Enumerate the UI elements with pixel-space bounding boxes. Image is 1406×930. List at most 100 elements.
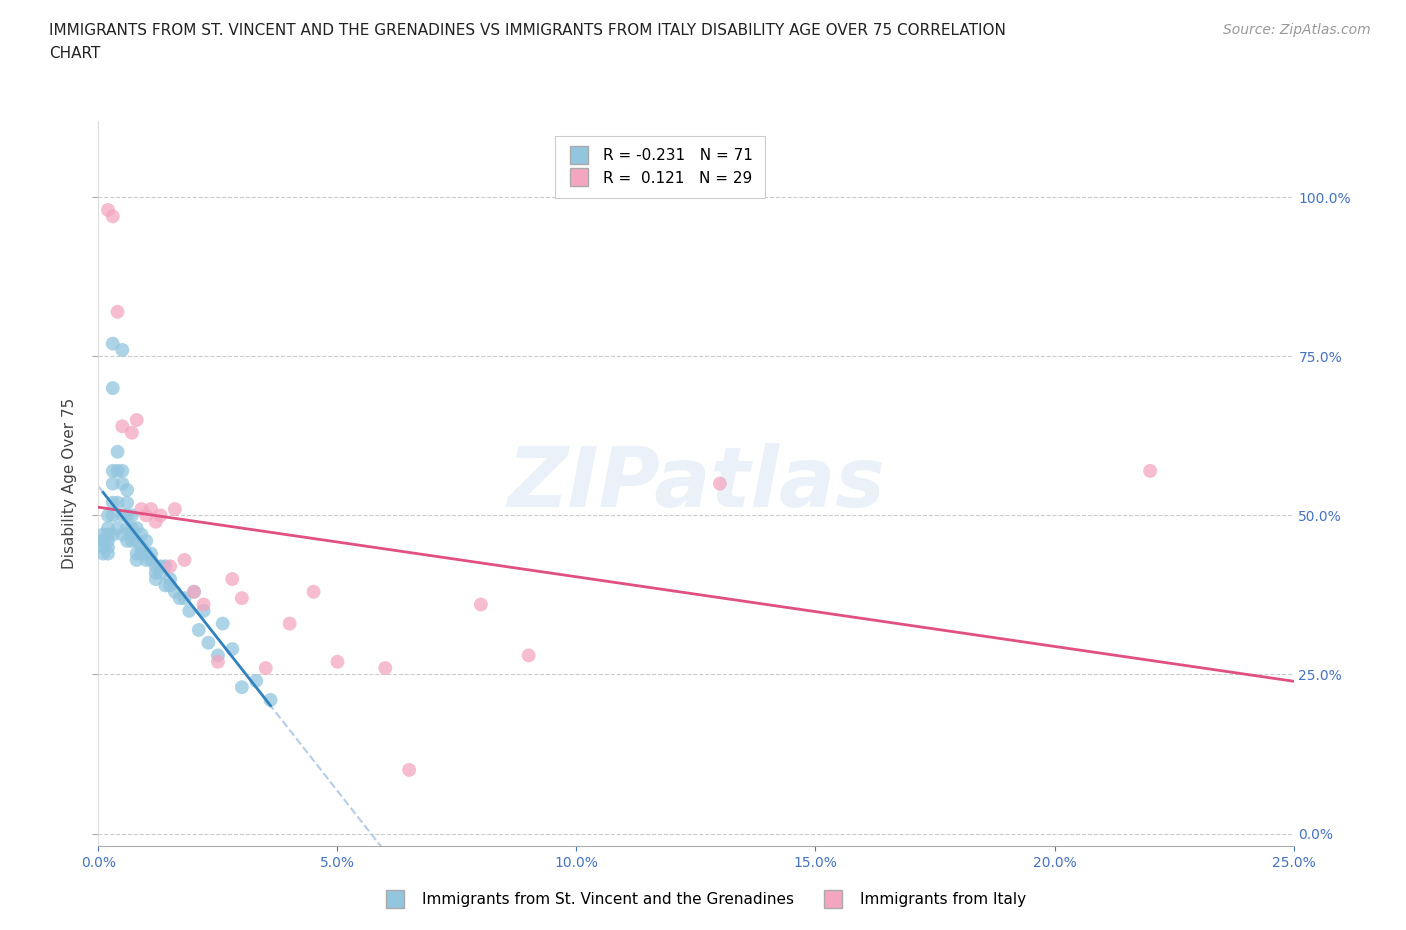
Point	[91, 539, 114, 554]
Point	[97, 203, 120, 218]
Point	[131, 527, 153, 542]
Point	[111, 342, 134, 357]
Text: CHART: CHART	[49, 46, 101, 61]
Point	[278, 617, 301, 631]
Point	[231, 680, 253, 695]
Point	[159, 559, 181, 574]
Text: Source: ZipAtlas.com: Source: ZipAtlas.com	[1223, 23, 1371, 37]
Point	[125, 552, 148, 567]
Point	[183, 584, 205, 599]
Point	[211, 617, 233, 631]
Legend: Immigrants from St. Vincent and the Grenadines, Immigrants from Italy: Immigrants from St. Vincent and the Gren…	[374, 886, 1032, 913]
Point	[121, 425, 143, 440]
Point	[111, 527, 134, 542]
Point	[131, 501, 153, 516]
Point	[111, 418, 134, 433]
Point	[121, 534, 143, 549]
Point	[97, 508, 120, 523]
Point	[163, 584, 186, 599]
Point	[101, 336, 124, 351]
Point	[111, 476, 134, 491]
Point	[179, 604, 201, 618]
Point	[135, 546, 157, 561]
Point	[173, 591, 195, 605]
Point	[101, 463, 124, 478]
Y-axis label: Disability Age Over 75: Disability Age Over 75	[62, 398, 77, 569]
Point	[135, 552, 157, 567]
Point	[115, 521, 138, 536]
Point	[231, 591, 253, 605]
Point	[111, 508, 134, 523]
Point	[259, 693, 281, 708]
Point	[173, 552, 195, 567]
Point	[115, 534, 138, 549]
Point	[159, 578, 181, 592]
Point	[91, 534, 114, 549]
Point	[101, 209, 124, 224]
Point	[135, 508, 157, 523]
Point	[135, 534, 157, 549]
Point	[101, 476, 124, 491]
Point	[97, 546, 120, 561]
Point	[145, 514, 167, 529]
Point	[125, 546, 148, 561]
Point	[139, 552, 162, 567]
Point	[149, 508, 172, 523]
Point	[145, 559, 167, 574]
Point	[101, 527, 124, 542]
Point	[470, 597, 492, 612]
Point	[709, 476, 731, 491]
Point	[374, 660, 396, 675]
Point	[169, 591, 191, 605]
Point	[107, 445, 129, 459]
Point	[131, 539, 153, 554]
Point	[97, 539, 120, 554]
Point	[125, 413, 148, 428]
Point	[91, 527, 114, 542]
Point	[254, 660, 277, 675]
Point	[163, 501, 186, 516]
Point	[207, 648, 229, 663]
Point	[115, 496, 138, 511]
Point	[91, 546, 114, 561]
Point	[145, 565, 167, 580]
Point	[145, 572, 167, 587]
Point	[398, 763, 420, 777]
Point	[125, 534, 148, 549]
Point	[97, 527, 120, 542]
Point	[121, 508, 143, 523]
Point	[121, 527, 143, 542]
Legend: R = -0.231   N = 71, R =  0.121   N = 29: R = -0.231 N = 71, R = 0.121 N = 29	[555, 136, 765, 198]
Point	[115, 508, 138, 523]
Point	[101, 380, 124, 395]
Point	[155, 578, 177, 592]
Point	[197, 635, 219, 650]
Point	[101, 496, 124, 511]
Point	[221, 642, 243, 657]
Point	[97, 534, 120, 549]
Point	[159, 572, 181, 587]
Point	[107, 521, 129, 536]
Point	[125, 521, 148, 536]
Point	[193, 597, 215, 612]
Point	[187, 622, 209, 637]
Point	[183, 584, 205, 599]
Point	[107, 463, 129, 478]
Point	[101, 508, 124, 523]
Point	[207, 655, 229, 670]
Point	[517, 648, 540, 663]
Point	[121, 521, 143, 536]
Point	[1139, 463, 1161, 478]
Point	[149, 565, 172, 580]
Point	[131, 546, 153, 561]
Point	[326, 655, 349, 670]
Text: ZIPatlas: ZIPatlas	[508, 443, 884, 525]
Point	[302, 584, 325, 599]
Point	[149, 559, 172, 574]
Point	[107, 304, 129, 319]
Point	[193, 604, 215, 618]
Point	[245, 673, 267, 688]
Point	[155, 559, 177, 574]
Text: IMMIGRANTS FROM ST. VINCENT AND THE GRENADINES VS IMMIGRANTS FROM ITALY DISABILI: IMMIGRANTS FROM ST. VINCENT AND THE GREN…	[49, 23, 1007, 38]
Point	[91, 534, 114, 549]
